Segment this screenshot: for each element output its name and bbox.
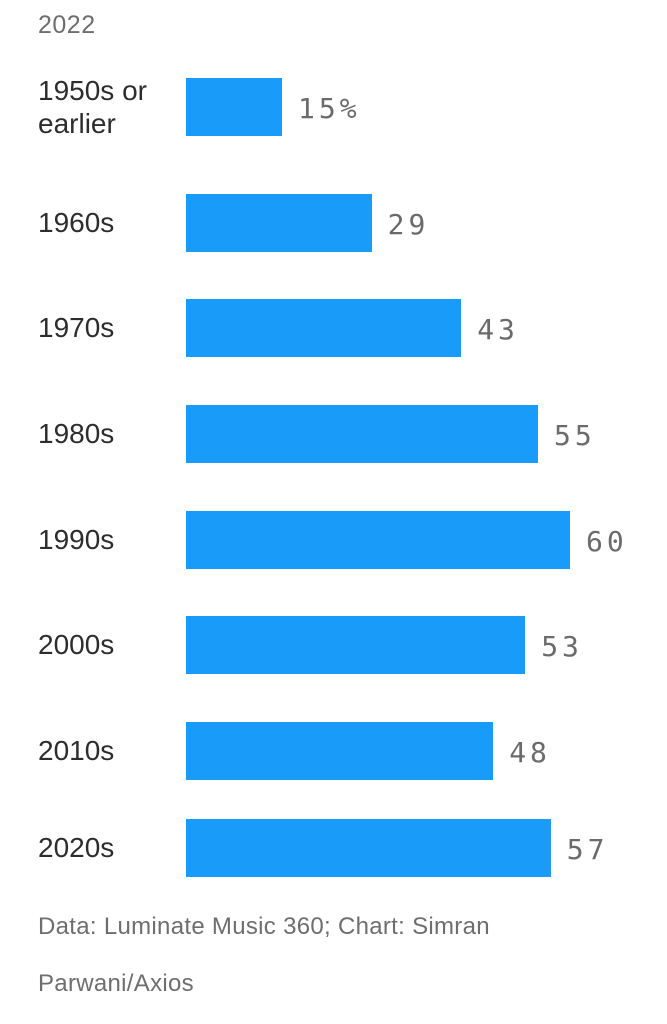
source-credit-line-1: Data: Luminate Music 360; Chart: Simran [38,913,490,940]
category-label: 1970s [38,312,115,344]
category-label: 2020s [38,832,115,864]
value-label: 29 [387,208,430,241]
chart-row: 1950s or earlier 15% [0,75,667,139]
category-label: 1950s or earlier [38,74,147,139]
category-label: 2010s [38,735,115,767]
chart-row: 1960s 29 [0,194,667,252]
value-label: 48 [509,736,551,769]
bar [186,405,538,463]
bar [186,511,570,569]
chart-row: 2020s 57 [0,819,667,877]
category-label: 1980s [38,418,115,450]
category-label: 1990s [38,524,115,556]
chart-source-credit: Data: Luminate Music 360; Chart: Simran … [38,912,628,999]
value-label: 55 [554,419,596,452]
bar [186,194,372,252]
chart-row: 1980s 55 [0,405,667,463]
bar [186,299,462,357]
chart-row: 1970s 43 [0,299,667,357]
value-label: 57 [566,833,609,866]
value-label: 43 [477,313,519,346]
bar [186,722,494,780]
value-label: 15% [298,92,361,125]
bar [186,819,551,877]
category-label: 2000s [38,629,115,661]
bar [186,78,282,136]
bar [186,616,526,674]
chart-row: 1990s 60 [0,511,667,569]
value-label: 53 [541,630,583,663]
chart-row: 2010s 48 [0,722,667,780]
source-credit-line-2: Parwani/Axios [38,970,194,997]
chart-row: 2000s 53 [0,616,667,674]
category-label: 1960s [38,207,115,239]
chart-title-year: 2022 [38,11,96,39]
value-label: 60 [586,525,628,558]
